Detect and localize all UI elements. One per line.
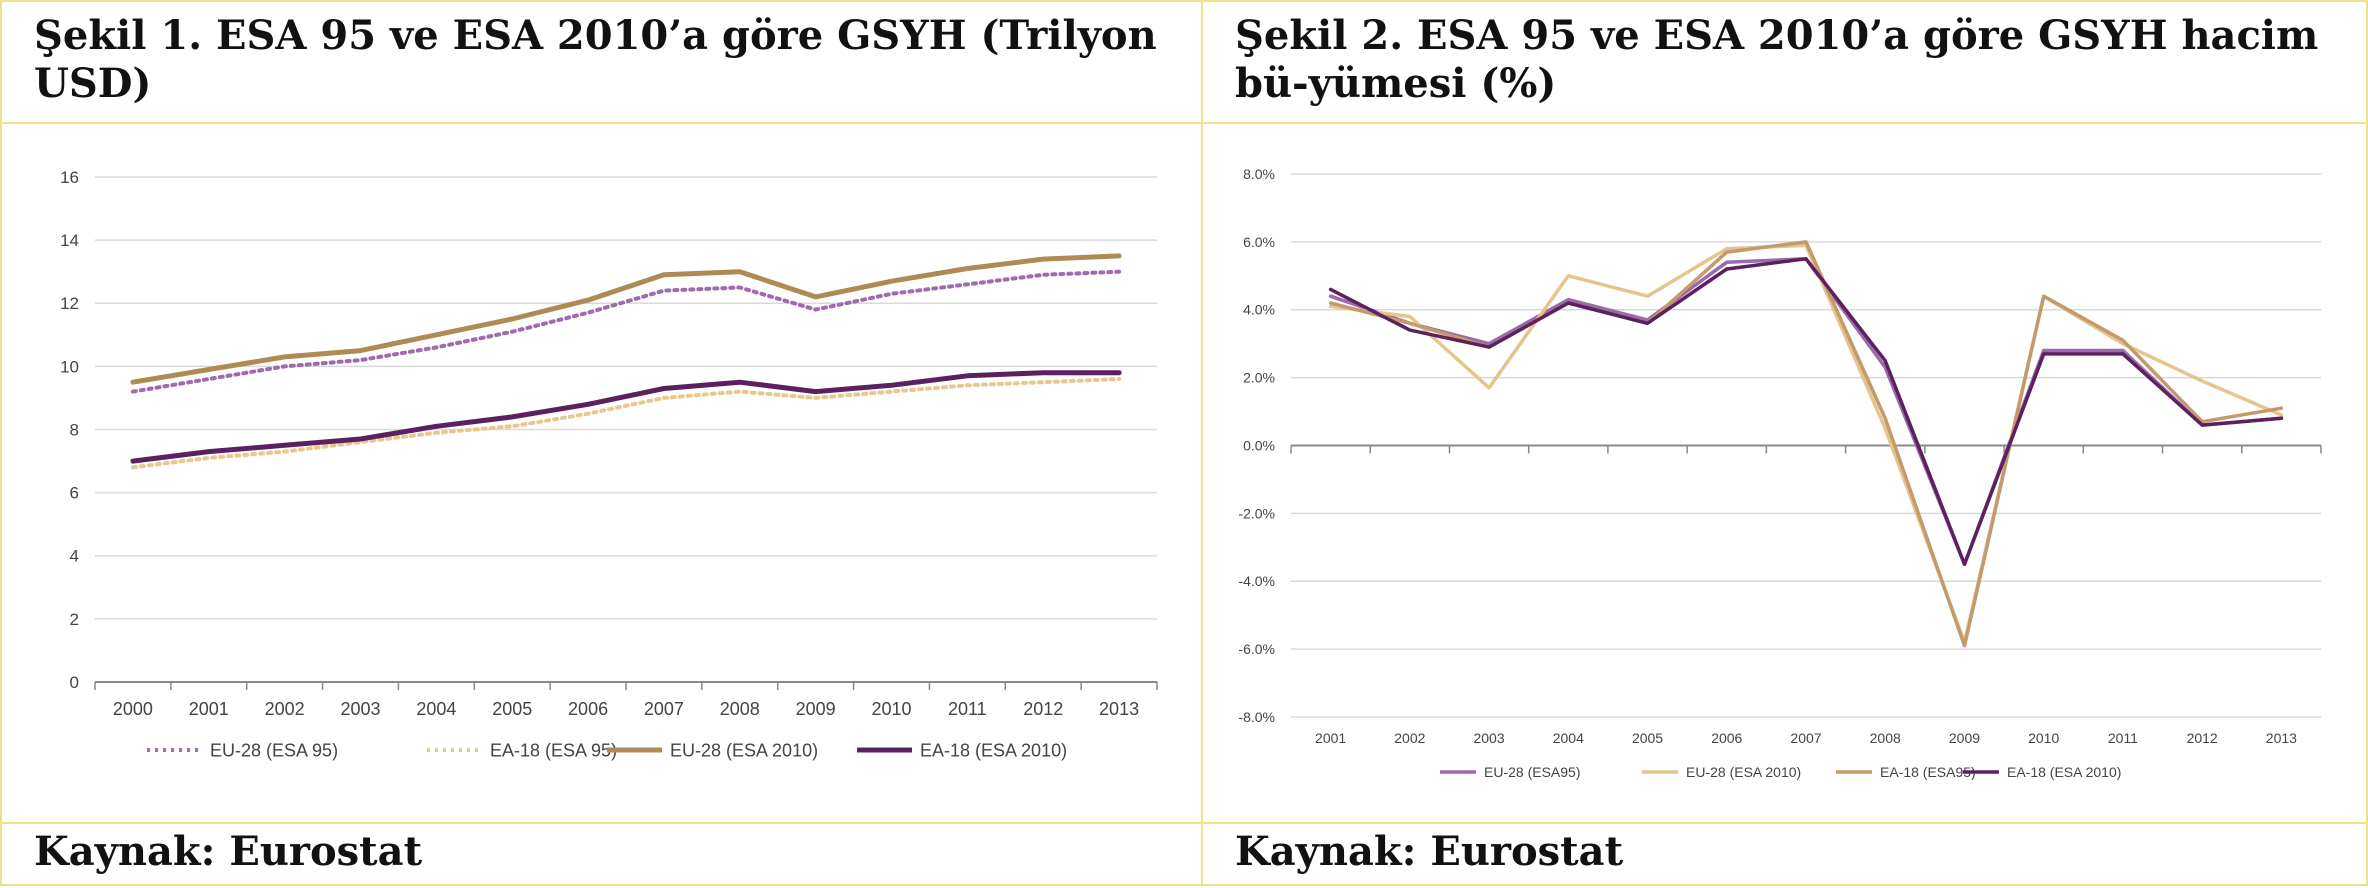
x-tick-label: 2011 [2108,730,2138,746]
x-tick-label: 2005 [1632,730,1663,746]
y-tick-label: 0 [70,673,79,692]
legend-label: EA-18 (ESA 2010) [2007,764,2121,780]
y-tick-label: 2 [70,610,79,629]
y-tick-label: 6 [70,484,79,503]
series-line-4 [130,370,1122,464]
x-tick-label: 2007 [1790,730,1821,746]
figure-1-title: Şekil 1. ESA 95 ve ESA 2010’a göre GSYH … [2,2,1201,124]
legend-label: EU-28 (ESA 95) [210,740,338,760]
x-tick-label: 2008 [720,699,760,719]
y-tick-label: 4.0% [1243,302,1275,318]
x-tick-label: 2010 [871,699,911,719]
figure-1-source: Kaynak: Eurostat [2,822,1201,884]
x-tick-label: 2001 [189,699,229,719]
x-tick-label: 2009 [796,699,836,719]
legend-label: EA-18 (ESA 95) [490,740,617,760]
x-tick-label: 2008 [1870,730,1901,746]
y-tick-label: -2.0% [1238,505,1275,521]
y-tick-label: 10 [60,357,79,376]
x-tick-label: 2002 [265,699,305,719]
y-tick-label: 2.0% [1243,370,1275,386]
x-tick-label: 2006 [1711,730,1742,746]
legend-label: EU-28 (ESA95) [1484,764,1580,780]
x-tick-label: 2012 [1023,699,1063,719]
x-tick-label: 2000 [113,699,153,719]
figure-2-title: Şekil 2. ESA 95 ve ESA 2010’a göre GSYH … [1203,2,2366,124]
x-tick-label: 2007 [644,699,684,719]
figure-2-source: Kaynak: Eurostat [1203,822,2366,884]
legend-label: EU-28 (ESA 2010) [670,740,818,760]
series-line-2 [1328,243,2284,645]
y-tick-label: 12 [60,294,79,313]
x-tick-label: 2003 [340,699,380,719]
x-tick-label: 2004 [416,699,456,719]
x-tick-label: 2002 [1394,730,1425,746]
x-tick-label: 2009 [1949,730,1980,746]
x-tick-label: 2010 [2028,730,2059,746]
series-line-3 [130,253,1122,385]
y-tick-label: 16 [60,168,79,187]
x-tick-label: 2001 [1315,730,1346,746]
legend-label: EA-18 (ESA95) [1880,764,1976,780]
figure-1-panel: Şekil 1. ESA 95 ve ESA 2010’a göre GSYH … [0,0,1203,886]
figure-1-chart: 0 2 4 6 8 10 12 14 16 2000 2001 2002 2003 2004 2005 200… [60,168,1158,760]
x-tick-label: 2003 [1473,730,1504,746]
x-tick-label: 2011 [948,699,987,719]
y-tick-label: -4.0% [1238,573,1275,589]
x-tick-label: 2013 [1099,699,1139,719]
y-tick-label: 6.0% [1243,234,1275,250]
legend-label: EU-28 (ESA 2010) [1686,764,1801,780]
x-tick-label: 2013 [2266,730,2297,746]
legend-label: EA-18 (ESA 2010) [920,740,1067,760]
series-line-1 [1328,257,2284,567]
y-tick-label: 0.0% [1243,437,1275,453]
y-tick-label: -6.0% [1238,641,1275,657]
figure-2-chart: -8.0% -6.0% -4.0% -2.0% 0.0% 2.0% 4.0% 6.0% 8.0%… [1238,166,2322,780]
y-tick-label: 4 [70,547,79,566]
y-tick-label: -8.0% [1238,709,1275,725]
series-line-2 [130,377,1122,470]
x-tick-label: 2006 [568,699,608,719]
y-tick-label: 8.0% [1243,166,1275,182]
series-line-4 [1328,257,2284,567]
x-tick-label: 2005 [492,699,532,719]
y-tick-label: 8 [70,420,79,439]
y-tick-label: 14 [60,231,79,250]
figure-2-panel: Şekil 2. ESA 95 ve ESA 2010’a göre GSYH … [1201,0,2368,886]
x-tick-label: 2004 [1553,730,1584,746]
x-tick-label: 2012 [2187,730,2218,746]
series-line-1 [130,269,1122,394]
series-line-3 [1328,240,2284,648]
